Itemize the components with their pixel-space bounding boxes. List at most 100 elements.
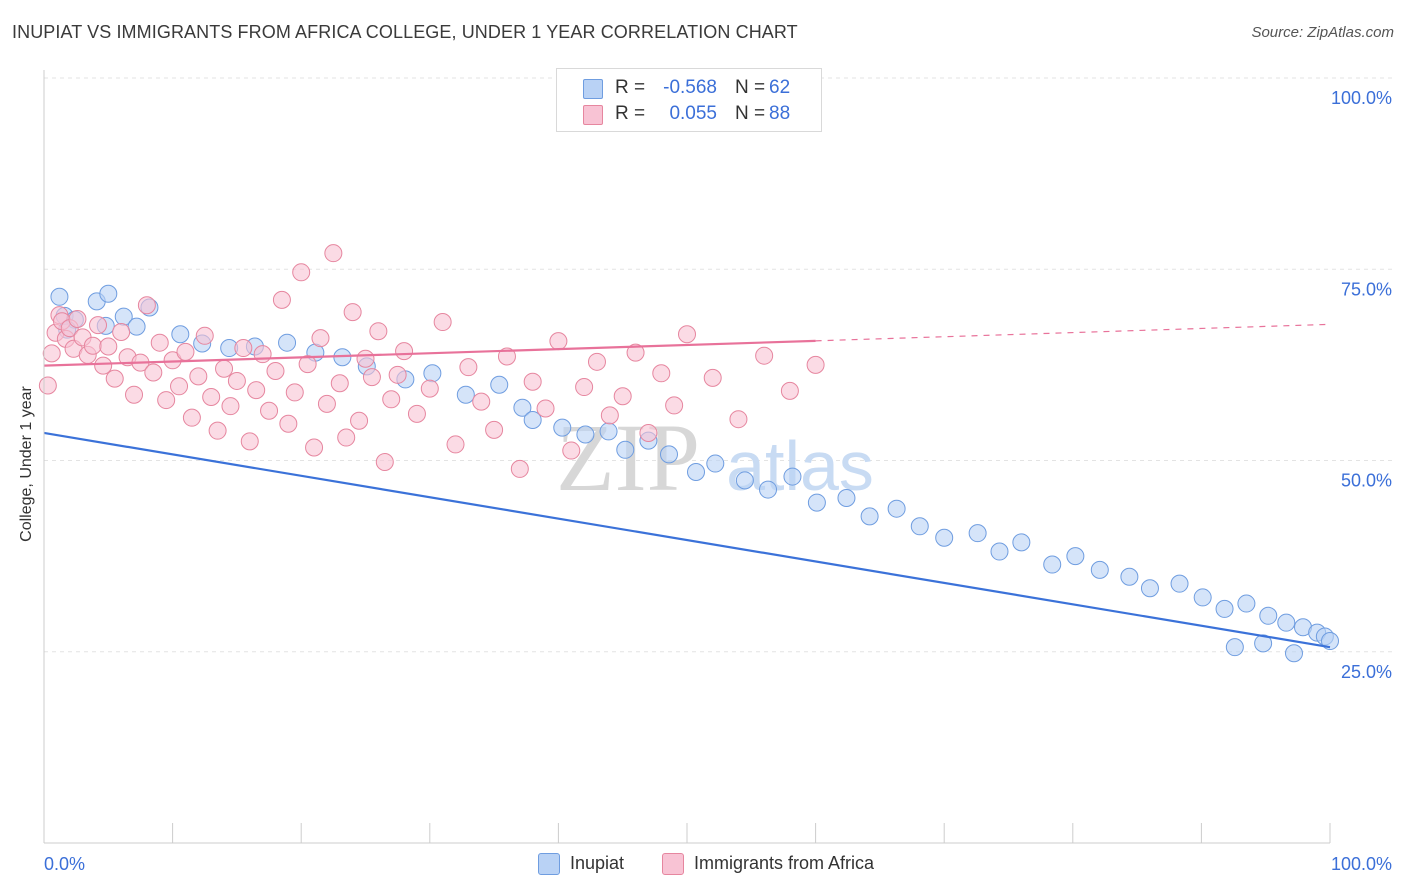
legend-r-value: -0.568 [663, 77, 717, 98]
point-inupiat [887, 499, 906, 518]
point-africa [272, 290, 291, 309]
point-inupiat [1066, 547, 1085, 566]
point-inupiat [616, 440, 635, 459]
point-africa [420, 379, 439, 398]
point-africa [112, 322, 131, 341]
point-inupiat [599, 422, 618, 441]
point-africa [497, 347, 516, 366]
point-inupiat [127, 317, 146, 336]
point-africa [678, 325, 696, 344]
point-inupiat [910, 517, 929, 536]
point-inupiat [1090, 560, 1109, 579]
point-inupiat [1254, 634, 1273, 653]
point-africa [144, 363, 163, 382]
point-africa [38, 376, 57, 395]
y-tick-label: 50.0% [1341, 471, 1392, 491]
point-inupiat [1237, 594, 1256, 613]
point-inupiat [1277, 613, 1296, 632]
point-africa [137, 296, 156, 315]
bottom-legend-label-africa: Immigrants from Africa [694, 853, 875, 873]
point-inupiat [1321, 632, 1339, 651]
legend-row-inupiat: R = -0.568 N = 62 [557, 75, 821, 101]
point-africa [311, 329, 330, 348]
point-africa [350, 411, 369, 430]
point-africa [253, 345, 272, 364]
point-africa [433, 313, 452, 332]
point-africa [170, 377, 189, 396]
legend-r-label: R = [615, 77, 646, 98]
legend-n-value: 88 [769, 103, 791, 124]
point-inupiat [735, 471, 754, 490]
point-inupiat [99, 284, 118, 303]
axis-layer: 100.0% 75.0% 50.0% 25.0% 0.0% 100.0% [43, 70, 1392, 874]
points-layer [38, 244, 1339, 663]
point-africa [240, 432, 259, 451]
point-africa [536, 399, 555, 418]
point-africa [157, 391, 176, 410]
point-africa [356, 349, 375, 368]
point-africa [292, 263, 311, 282]
point-africa [626, 343, 645, 362]
point-inupiat [50, 287, 69, 306]
point-africa [260, 401, 279, 420]
point-africa [298, 355, 317, 374]
legend-row-africa: R = 0.055 N = 88 [557, 101, 821, 127]
point-inupiat [706, 454, 725, 473]
point-inupiat [423, 364, 442, 383]
point-africa [42, 344, 61, 363]
point-africa [472, 392, 491, 411]
point-africa [317, 394, 336, 413]
point-africa [388, 365, 407, 384]
legend-n-label: N = [735, 103, 766, 124]
point-inupiat [1170, 574, 1189, 593]
point-africa [285, 383, 304, 402]
point-africa [780, 381, 799, 400]
point-africa [613, 387, 632, 406]
point-africa [382, 390, 401, 409]
point-africa [652, 364, 671, 383]
point-africa [587, 352, 606, 371]
point-africa [99, 337, 118, 356]
point-africa [395, 342, 414, 361]
point-inupiat [659, 445, 678, 464]
point-africa [221, 397, 240, 416]
bottom-legend-label-inupiat: Inupiat [570, 853, 625, 873]
point-inupiat [1120, 567, 1139, 586]
point-africa [562, 441, 581, 460]
point-africa [215, 359, 234, 378]
point-africa [83, 336, 102, 355]
point-africa [485, 420, 504, 439]
point-africa [665, 396, 684, 415]
point-inupiat [1012, 533, 1031, 552]
point-inupiat [968, 524, 987, 543]
point-africa [575, 378, 594, 397]
point-africa [227, 371, 246, 390]
bottom-legend-swatch-africa [662, 853, 684, 875]
trend-layer [43, 323, 1331, 649]
point-africa [330, 374, 349, 393]
legend-swatch-inupiat [583, 79, 603, 99]
point-inupiat [1043, 555, 1062, 574]
point-inupiat [576, 425, 595, 444]
point-inupiat [1225, 638, 1244, 657]
point-africa [549, 332, 568, 351]
y-tick-label: 25.0% [1341, 662, 1392, 682]
point-africa [150, 333, 169, 352]
point-inupiat [687, 462, 706, 481]
point-inupiat [1140, 579, 1159, 598]
point-inupiat [1284, 644, 1303, 663]
point-africa [729, 410, 748, 429]
point-africa [523, 372, 542, 391]
point-africa [182, 408, 201, 427]
point-inupiat [553, 418, 572, 437]
point-africa [279, 414, 298, 433]
point-africa [68, 309, 87, 328]
legend-r-value: 0.055 [669, 103, 717, 124]
legend-swatch-africa [583, 105, 603, 125]
point-inupiat [837, 488, 856, 507]
point-africa [247, 381, 266, 400]
point-inupiat [935, 528, 954, 547]
x-tick-label: 0.0% [44, 854, 85, 874]
point-inupiat [783, 467, 802, 486]
